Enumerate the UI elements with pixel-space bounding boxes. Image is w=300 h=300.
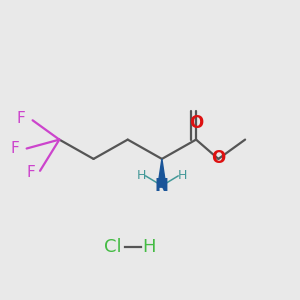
Text: F: F [27,165,36,180]
Text: O: O [211,149,226,167]
Text: F: F [16,111,25,126]
Text: H: H [142,238,155,256]
Text: H: H [177,169,187,182]
Text: H: H [137,169,146,182]
Text: O: O [189,114,203,132]
Polygon shape [158,159,166,187]
Text: N: N [155,177,169,195]
Text: F: F [11,141,19,156]
Text: Cl: Cl [104,238,122,256]
